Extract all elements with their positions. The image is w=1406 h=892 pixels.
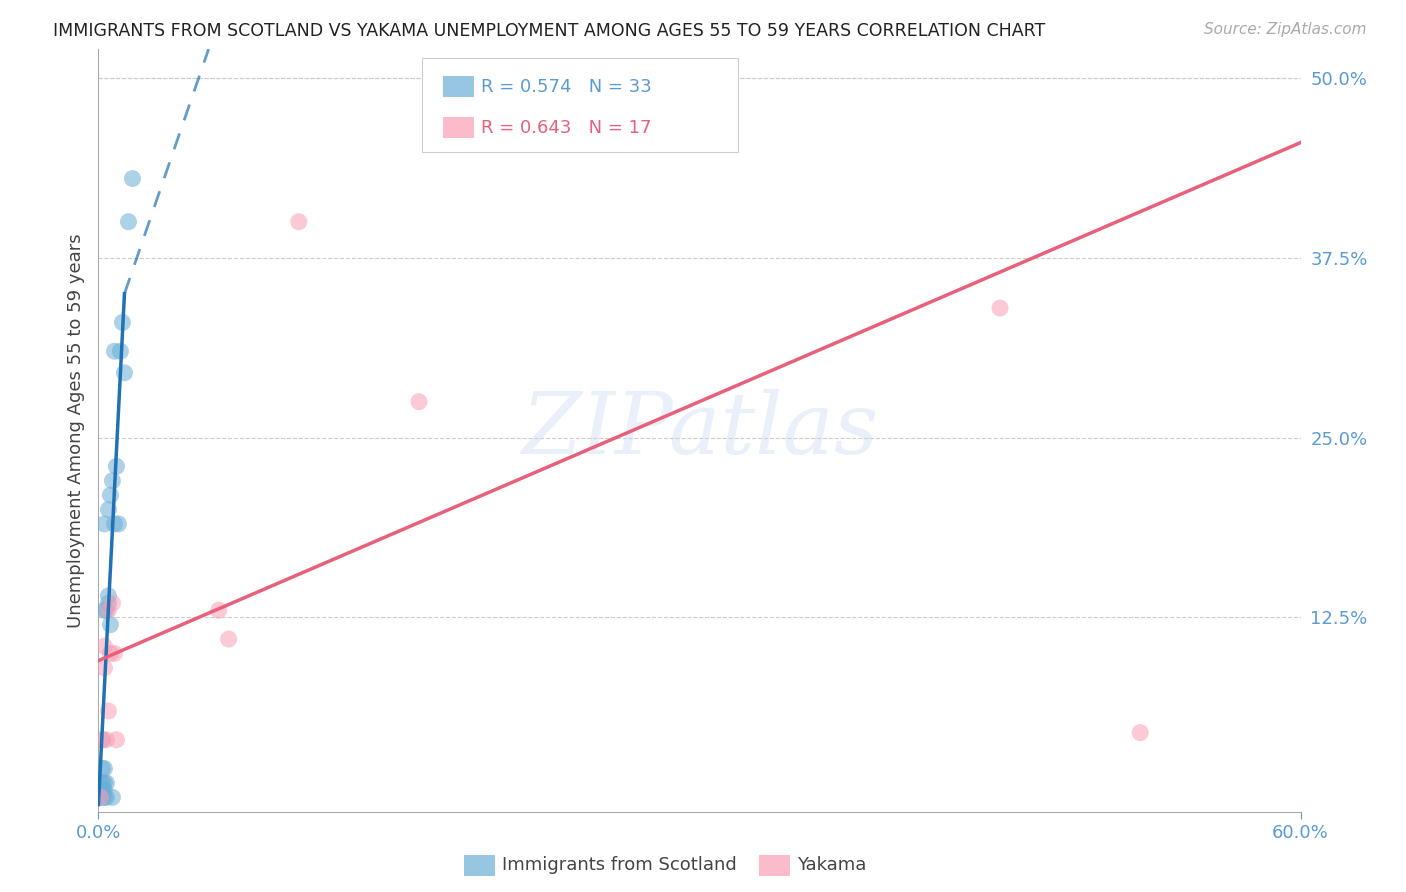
- Text: IMMIGRANTS FROM SCOTLAND VS YAKAMA UNEMPLOYMENT AMONG AGES 55 TO 59 YEARS CORREL: IMMIGRANTS FROM SCOTLAND VS YAKAMA UNEMP…: [53, 22, 1046, 40]
- Point: [91, 762, 114, 776]
- Point: [100, 488, 122, 502]
- Point: [93, 776, 115, 790]
- Point: [89, 790, 111, 805]
- Point: [218, 632, 240, 646]
- Point: [100, 617, 122, 632]
- Text: R = 0.643   N = 17: R = 0.643 N = 17: [481, 119, 651, 136]
- Point: [97, 502, 120, 516]
- Point: [103, 516, 125, 531]
- Point: [107, 516, 129, 531]
- Point: [93, 790, 115, 805]
- Point: [103, 344, 125, 359]
- Point: [1129, 725, 1152, 739]
- Text: R = 0.574   N = 33: R = 0.574 N = 33: [481, 78, 651, 95]
- Point: [93, 603, 115, 617]
- Point: [89, 783, 111, 797]
- Text: Yakama: Yakama: [797, 856, 866, 874]
- Point: [100, 647, 122, 661]
- Point: [101, 790, 124, 805]
- Point: [91, 732, 114, 747]
- Point: [105, 732, 128, 747]
- Text: Source: ZipAtlas.com: Source: ZipAtlas.com: [1204, 22, 1367, 37]
- Point: [96, 776, 118, 790]
- Point: [103, 647, 125, 661]
- Point: [111, 316, 134, 330]
- Point: [105, 459, 128, 474]
- Point: [97, 596, 120, 610]
- Point: [97, 589, 120, 603]
- Point: [96, 732, 118, 747]
- Point: [408, 394, 430, 409]
- Text: ZIPatlas: ZIPatlas: [520, 389, 879, 472]
- Y-axis label: Unemployment Among Ages 55 to 59 years: Unemployment Among Ages 55 to 59 years: [66, 233, 84, 628]
- Point: [93, 783, 115, 797]
- Point: [91, 783, 114, 797]
- Point: [93, 516, 115, 531]
- Point: [96, 603, 118, 617]
- Point: [91, 732, 114, 747]
- Point: [91, 776, 114, 790]
- Point: [988, 301, 1011, 315]
- Point: [101, 474, 124, 488]
- Point: [91, 790, 114, 805]
- Point: [97, 704, 120, 718]
- Point: [89, 776, 111, 790]
- Point: [93, 762, 115, 776]
- Point: [93, 639, 115, 653]
- Point: [117, 215, 139, 229]
- Point: [121, 171, 143, 186]
- Text: Immigrants from Scotland: Immigrants from Scotland: [502, 856, 737, 874]
- Point: [101, 596, 124, 610]
- Point: [93, 661, 115, 675]
- Point: [208, 603, 231, 617]
- Point: [114, 366, 136, 380]
- Point: [96, 790, 118, 805]
- Point: [97, 603, 120, 617]
- Point: [288, 215, 311, 229]
- Point: [110, 344, 132, 359]
- Point: [89, 790, 111, 805]
